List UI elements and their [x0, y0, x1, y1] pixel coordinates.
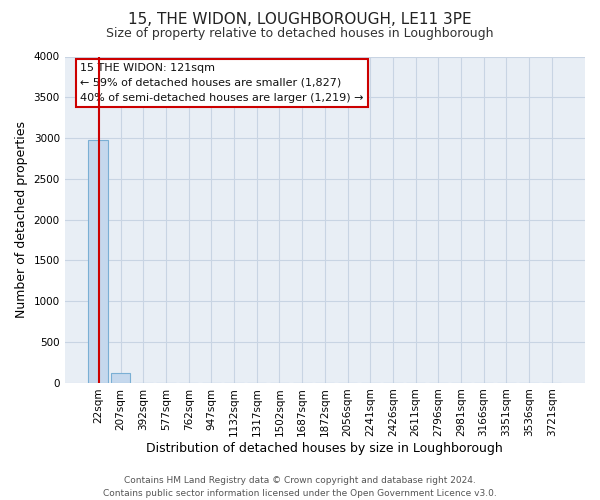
Text: Contains HM Land Registry data © Crown copyright and database right 2024.
Contai: Contains HM Land Registry data © Crown c…	[103, 476, 497, 498]
Text: 15, THE WIDON, LOUGHBOROUGH, LE11 3PE: 15, THE WIDON, LOUGHBOROUGH, LE11 3PE	[128, 12, 472, 28]
Bar	[88, 140, 107, 383]
Text: Size of property relative to detached houses in Loughborough: Size of property relative to detached ho…	[106, 28, 494, 40]
X-axis label: Distribution of detached houses by size in Loughborough: Distribution of detached houses by size …	[146, 442, 503, 455]
Text: 15 THE WIDON: 121sqm
← 59% of detached houses are smaller (1,827)
40% of semi-de: 15 THE WIDON: 121sqm ← 59% of detached h…	[80, 63, 364, 102]
Y-axis label: Number of detached properties: Number of detached properties	[15, 121, 28, 318]
Bar	[111, 372, 130, 383]
